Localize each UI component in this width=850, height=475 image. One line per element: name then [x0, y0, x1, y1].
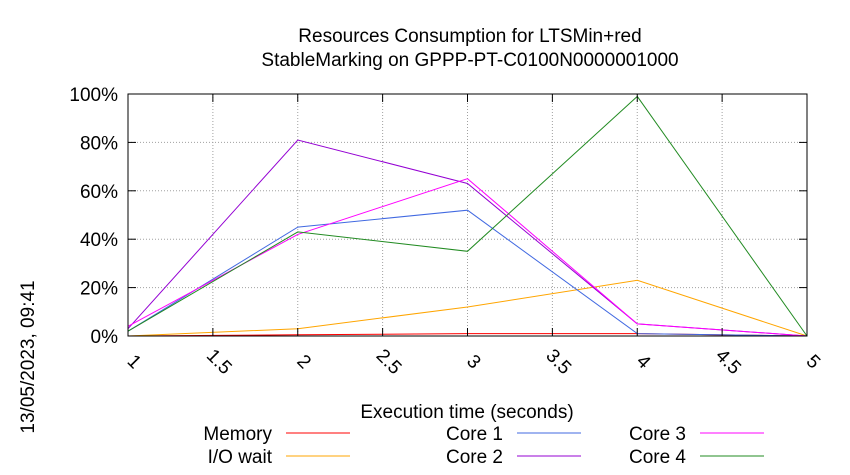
legend-label: Core 1: [446, 424, 503, 445]
timestamp: 13/05/2023, 09:41: [18, 280, 39, 433]
series-lines: [127, 95, 808, 337]
x-axis-label: Execution time (seconds): [360, 402, 573, 423]
legend-label: Core 2: [446, 447, 503, 468]
series-line-core-4: [127, 95, 808, 337]
y-tick-label: 0%: [91, 327, 119, 348]
y-tick-label: 60%: [80, 182, 118, 203]
chart-title-line-1: Resources Consumption for LTSMin+red: [298, 26, 641, 47]
y-tick-label: 40%: [80, 230, 118, 251]
y-tick-label: 80%: [80, 133, 118, 154]
legend-item: Core 4: [629, 447, 764, 468]
x-tick-label: 1: [123, 351, 145, 373]
chart-title-line-2: StableMarking on GPPP-PT-C0100N000000100…: [261, 50, 678, 71]
legend-item: Core 1: [446, 424, 581, 445]
legend-item: Core 2: [446, 447, 581, 468]
y-axis-ticks: 0% 20% 40% 60% 80% 100%: [69, 85, 807, 348]
y-tick-label: 20%: [80, 279, 118, 300]
grid-lines: [128, 94, 807, 336]
legend-item: Core 3: [629, 424, 764, 445]
series-line-i-o-wait: [127, 279, 808, 337]
legend-label: Memory: [203, 424, 272, 445]
x-tick-label: 4: [632, 351, 655, 374]
x-tick-label: 5: [802, 351, 824, 373]
legend-item: Memory: [203, 424, 350, 445]
x-tick-label: 3: [462, 351, 484, 373]
legend-item: I/O wait: [208, 447, 350, 468]
legend-label: Core 4: [629, 447, 686, 468]
x-tick-label: 2: [292, 351, 314, 373]
legend-label: I/O wait: [208, 447, 273, 468]
x-tick-label: 2.5: [372, 345, 406, 379]
x-tick-label: 3.5: [541, 345, 575, 379]
series-line-core-1: [127, 209, 808, 337]
x-tick-label: 4.5: [711, 345, 745, 379]
y-tick-label: 100%: [69, 85, 118, 106]
legend-label: Core 3: [629, 424, 686, 445]
x-tick-label: 1.5: [202, 345, 236, 379]
